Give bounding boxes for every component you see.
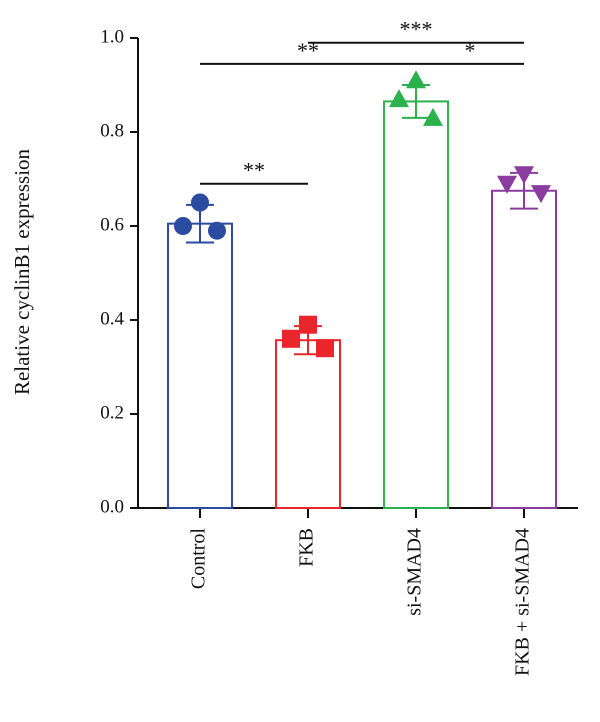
x-category-label: FKB bbox=[296, 528, 318, 567]
x-category-label: si-SMAD4 bbox=[404, 528, 426, 616]
data-point bbox=[406, 70, 426, 89]
data-points bbox=[174, 70, 551, 358]
data-point bbox=[316, 339, 334, 358]
y-tick-label: 0.4 bbox=[100, 308, 124, 329]
bars bbox=[167, 84, 557, 509]
data-point bbox=[423, 107, 443, 126]
data-point bbox=[389, 89, 409, 108]
data-point bbox=[531, 185, 551, 204]
bar-fkb-si-smad4 bbox=[491, 189, 557, 509]
data-point bbox=[514, 166, 534, 185]
y-axis-title: Relative cyclinB1 expression bbox=[10, 148, 34, 395]
significance-label: *** bbox=[400, 17, 433, 42]
data-point bbox=[299, 315, 317, 334]
bar-si-smad4 bbox=[383, 100, 449, 509]
bar-control bbox=[167, 222, 233, 509]
y-axis: 0.0 0.2 0.4 0.6 0.8 1.0 bbox=[100, 26, 139, 517]
y-tick-label: 0.8 bbox=[100, 120, 124, 141]
y-tick-label: 0.6 bbox=[100, 214, 124, 235]
significance-label: ** bbox=[297, 38, 319, 63]
data-point bbox=[191, 193, 209, 212]
bar-fkb bbox=[275, 339, 341, 509]
data-point bbox=[208, 221, 226, 240]
data-point bbox=[174, 217, 192, 235]
significance-label: ** bbox=[243, 158, 265, 183]
y-tick-label: 0.2 bbox=[100, 402, 124, 423]
data-point bbox=[497, 175, 517, 194]
x-category-label: FKB + si-SMAD4 bbox=[512, 528, 534, 676]
significance-annotations: **** **** bbox=[200, 17, 524, 185]
x-axis: Control FKB si-SMAD4 FKB + si-SMAD4 bbox=[138, 507, 578, 676]
data-point bbox=[282, 329, 300, 348]
y-tick-label: 0.0 bbox=[100, 496, 124, 517]
significance-label: * bbox=[465, 38, 476, 63]
y-tick-label: 1.0 bbox=[100, 26, 124, 47]
x-category-label: Control bbox=[188, 528, 210, 590]
